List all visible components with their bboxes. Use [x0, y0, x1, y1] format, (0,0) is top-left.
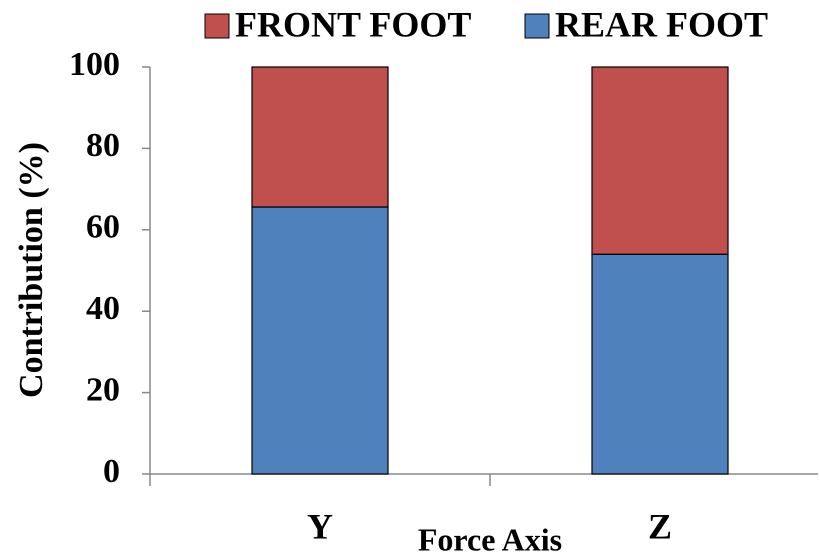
legend-label: REAR FOOT: [555, 4, 768, 44]
bar: [251, 206, 389, 475]
legend-label: FRONT FOOT: [235, 4, 471, 44]
y-tick-label: 0: [103, 453, 120, 490]
legend-swatch: [204, 13, 230, 39]
y-axis-title: Contribution (%): [13, 142, 50, 398]
x-axis-title: Force Axis: [418, 521, 562, 557]
bar: [591, 253, 729, 475]
y-tick-label: 40: [86, 290, 120, 327]
bar: [591, 66, 729, 255]
x-tick-label: Y: [307, 506, 333, 546]
legend-swatch: [524, 13, 550, 39]
y-tick-label: 60: [86, 209, 120, 246]
bar: [251, 66, 389, 208]
x-tick-label: Z: [648, 506, 672, 546]
y-tick-label: 80: [86, 127, 120, 164]
y-tick-label: 20: [86, 371, 120, 408]
y-tick-label: 100: [69, 46, 120, 83]
